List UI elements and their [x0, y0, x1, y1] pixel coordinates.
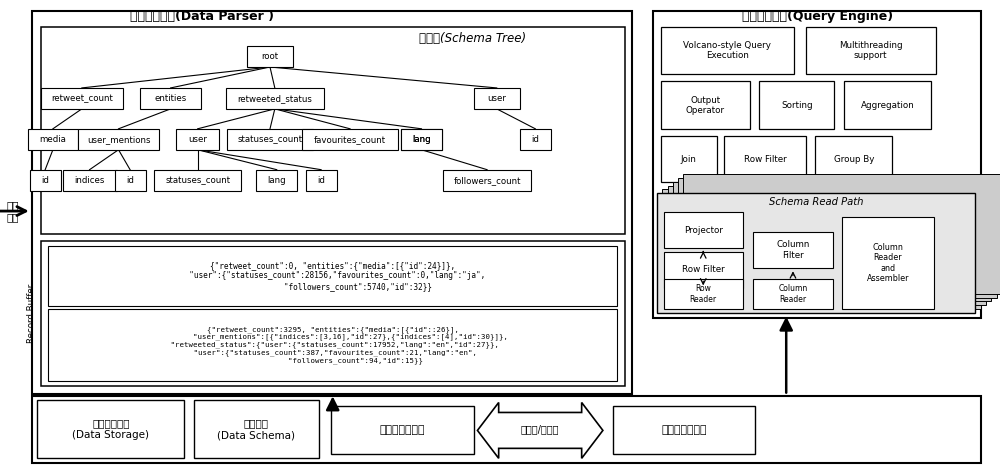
Bar: [815, 136, 892, 182]
Text: id: id: [317, 176, 325, 185]
Text: 列式二进制数据: 列式二进制数据: [661, 425, 707, 435]
Text: retweeted_status: retweeted_status: [237, 94, 312, 103]
Bar: [724, 136, 806, 182]
Text: 查询分析模块(Query Engine): 查询分析模块(Query Engine): [742, 10, 893, 23]
Bar: [661, 136, 717, 182]
Bar: [664, 279, 743, 309]
Bar: [661, 27, 794, 75]
Text: Column
Reader: Column Reader: [778, 284, 808, 303]
Text: 语法树(Schema Tree): 语法树(Schema Tree): [419, 32, 526, 45]
Bar: [678, 178, 997, 298]
Bar: [613, 406, 755, 454]
Text: statuses_count: statuses_count: [237, 135, 303, 144]
Bar: [806, 27, 936, 75]
Text: Multithreading
support: Multithreading support: [839, 41, 902, 60]
Text: Row Filter: Row Filter: [744, 155, 786, 164]
Bar: [28, 129, 78, 150]
Bar: [662, 189, 981, 309]
Text: lang: lang: [267, 176, 286, 185]
Text: 行式二进制数据: 行式二进制数据: [379, 425, 425, 435]
Text: followers_count: followers_count: [453, 176, 521, 185]
Text: retweet_count: retweet_count: [51, 94, 113, 103]
Bar: [302, 129, 398, 150]
Text: Schema Read Path: Schema Read Path: [769, 197, 863, 207]
Bar: [37, 400, 184, 459]
Text: Output
Operator: Output Operator: [686, 96, 725, 115]
Text: Record Buffer: Record Buffer: [27, 284, 36, 343]
Text: indices: indices: [74, 176, 105, 185]
Text: Column
Filter: Column Filter: [776, 240, 810, 260]
Bar: [657, 193, 975, 313]
Bar: [30, 170, 61, 191]
Bar: [664, 212, 743, 248]
Text: lang: lang: [412, 135, 431, 144]
Text: 文本
数据: 文本 数据: [6, 200, 19, 222]
Bar: [41, 27, 625, 234]
Bar: [443, 170, 531, 191]
Bar: [306, 170, 337, 191]
Bar: [154, 170, 241, 191]
Bar: [48, 309, 617, 381]
Text: Join: Join: [681, 155, 697, 164]
Text: id: id: [41, 176, 49, 185]
Bar: [247, 46, 293, 67]
Bar: [520, 129, 551, 150]
Text: Column
Reader
and
Assembler: Column Reader and Assembler: [867, 243, 909, 283]
Text: {"retweet_count":0, "entities":{"media":[{"id":24}]},
  "user":{"statuses_count": {"retweet_count":0, "entities":{"media":…: [180, 261, 485, 291]
Text: 数据解析模块(Data Parser ): 数据解析模块(Data Parser ): [130, 10, 274, 23]
Text: user_mentions: user_mentions: [87, 135, 150, 144]
Bar: [63, 170, 117, 191]
Text: user: user: [188, 135, 207, 144]
Text: id: id: [531, 135, 539, 144]
Text: entities: entities: [154, 94, 187, 103]
Text: favourites_count: favourites_count: [314, 135, 386, 144]
Bar: [844, 82, 931, 129]
Bar: [140, 88, 201, 109]
Bar: [48, 246, 617, 306]
Bar: [41, 241, 625, 385]
Bar: [753, 232, 833, 268]
Bar: [759, 82, 834, 129]
Bar: [78, 129, 159, 150]
Text: Row
Reader: Row Reader: [690, 284, 717, 303]
Bar: [683, 174, 1000, 294]
Text: statuses_count: statuses_count: [165, 176, 230, 185]
Bar: [401, 129, 442, 150]
Text: user: user: [487, 94, 506, 103]
Bar: [753, 279, 833, 309]
Text: id: id: [126, 176, 134, 185]
Bar: [256, 170, 297, 191]
Text: 数据定义
(Data Schema): 数据定义 (Data Schema): [217, 418, 295, 440]
Bar: [474, 88, 520, 109]
Bar: [32, 396, 981, 463]
Bar: [668, 185, 986, 305]
Bar: [661, 82, 750, 129]
Text: Group By: Group By: [834, 155, 874, 164]
Bar: [115, 170, 146, 191]
Text: root: root: [261, 52, 279, 61]
Bar: [41, 88, 123, 109]
Bar: [653, 11, 981, 318]
Text: media: media: [39, 135, 66, 144]
Bar: [194, 400, 319, 459]
Polygon shape: [477, 403, 603, 459]
Text: Row Filter: Row Filter: [682, 266, 725, 274]
Bar: [227, 129, 313, 150]
Text: Sorting: Sorting: [781, 101, 813, 110]
Bar: [226, 88, 324, 109]
Bar: [331, 406, 474, 454]
Bar: [842, 217, 934, 309]
Bar: [401, 129, 442, 150]
Text: 解析器/组装器: 解析器/组装器: [521, 425, 559, 434]
Bar: [32, 11, 632, 393]
Text: Projector: Projector: [684, 226, 723, 234]
Bar: [664, 252, 743, 288]
Text: Aggregation: Aggregation: [861, 101, 914, 110]
Text: lang: lang: [412, 135, 431, 144]
Text: {"retweet_count":3295, "entities":{"media":[{"id"::26}],
        "user_mentions": {"retweet_count":3295, "entities":{"medi…: [157, 326, 508, 363]
Text: 数据存储模块
(Data Storage): 数据存储模块 (Data Storage): [72, 418, 149, 440]
Bar: [673, 182, 991, 302]
Bar: [176, 129, 219, 150]
Text: Volcano-style Query
Execution: Volcano-style Query Execution: [683, 41, 771, 60]
